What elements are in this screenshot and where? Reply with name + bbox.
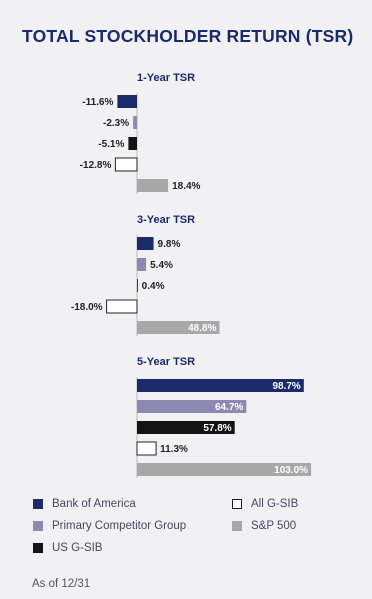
bar-sp-500 [137, 463, 312, 476]
bar-us-g-sib [137, 421, 235, 434]
chart-title: TOTAL STOCKHOLDER RETURN (TSR) [22, 26, 354, 46]
legend-item-primary-competitor-group: Primary Competitor Group [33, 520, 186, 532]
bar-bank-of-america [117, 95, 137, 108]
legend-item-us-g-sib: US G-SIB [33, 542, 102, 554]
bar-bank-of-america [137, 237, 154, 250]
bar-all-g-sib [114, 157, 138, 172]
bar-sp-500 [137, 321, 220, 334]
data-label-primary-competitor-group: 64.7% [215, 402, 243, 413]
data-label-us-g-sib: 57.8% [203, 423, 231, 434]
data-label-bank-of-america: 9.8% [158, 239, 181, 250]
data-label-all-g-sib: -18.0% [71, 302, 103, 313]
legend-swatch-bank-of-america [33, 499, 43, 509]
bar-primary-competitor-group [133, 116, 137, 129]
bar-sp-500 [137, 179, 169, 192]
data-label-bank-of-america: 98.7% [272, 381, 300, 392]
bar-primary-competitor-group [137, 400, 247, 413]
group-title: 1-Year TSR [137, 72, 195, 84]
bar-all-g-sib [136, 441, 157, 456]
data-label-bank-of-america: -11.6% [82, 97, 113, 108]
legend-item-sp-500: S&P 500 [232, 520, 296, 532]
data-label-sp-500: 48.8% [188, 323, 216, 334]
legend-label: All G-SIB [251, 498, 299, 510]
data-label-us-g-sib: -5.1% [98, 139, 124, 150]
legend-item-all-g-sib: All G-SIB [232, 498, 298, 510]
data-label-primary-competitor-group: -2.3% [103, 118, 129, 129]
bar-bank-of-america [137, 379, 304, 392]
group-title: 5-Year TSR [137, 356, 195, 368]
legend-swatch-sp-500 [232, 521, 242, 531]
bar-us-g-sib [137, 279, 138, 292]
data-label-us-g-sib: 0.4% [142, 281, 165, 292]
legend-label: S&P 500 [251, 520, 297, 532]
tsr-bar-chart: 1-Year TSR -11.6% -2.3% -5.1% -12.8% 18.4% 3-Y… [71, 72, 312, 478]
legend-label: Primary Competitor Group [52, 520, 187, 532]
legend-item-bank-of-america: Bank of America [33, 498, 136, 510]
data-label-all-g-sib: 11.3% [160, 444, 188, 455]
data-label-all-g-sib: -12.8% [80, 160, 112, 171]
legend-label: US G-SIB [52, 542, 103, 554]
legend-label: Bank of America [52, 498, 136, 510]
data-label-sp-500: 103.0% [274, 465, 308, 476]
group-title: 3-Year TSR [137, 214, 195, 226]
data-label-primary-competitor-group: 5.4% [150, 260, 173, 271]
as-of-note: As of 12/31 [32, 578, 91, 590]
bar-all-g-sib [106, 299, 138, 314]
bar-primary-competitor-group [137, 258, 147, 271]
legend-swatch-us-g-sib [33, 543, 43, 553]
legend-swatch-primary-competitor-group [33, 521, 43, 531]
bar-us-g-sib [128, 137, 137, 150]
legend-swatch-all-g-sib [232, 499, 242, 509]
data-label-sp-500: 18.4% [172, 181, 200, 192]
